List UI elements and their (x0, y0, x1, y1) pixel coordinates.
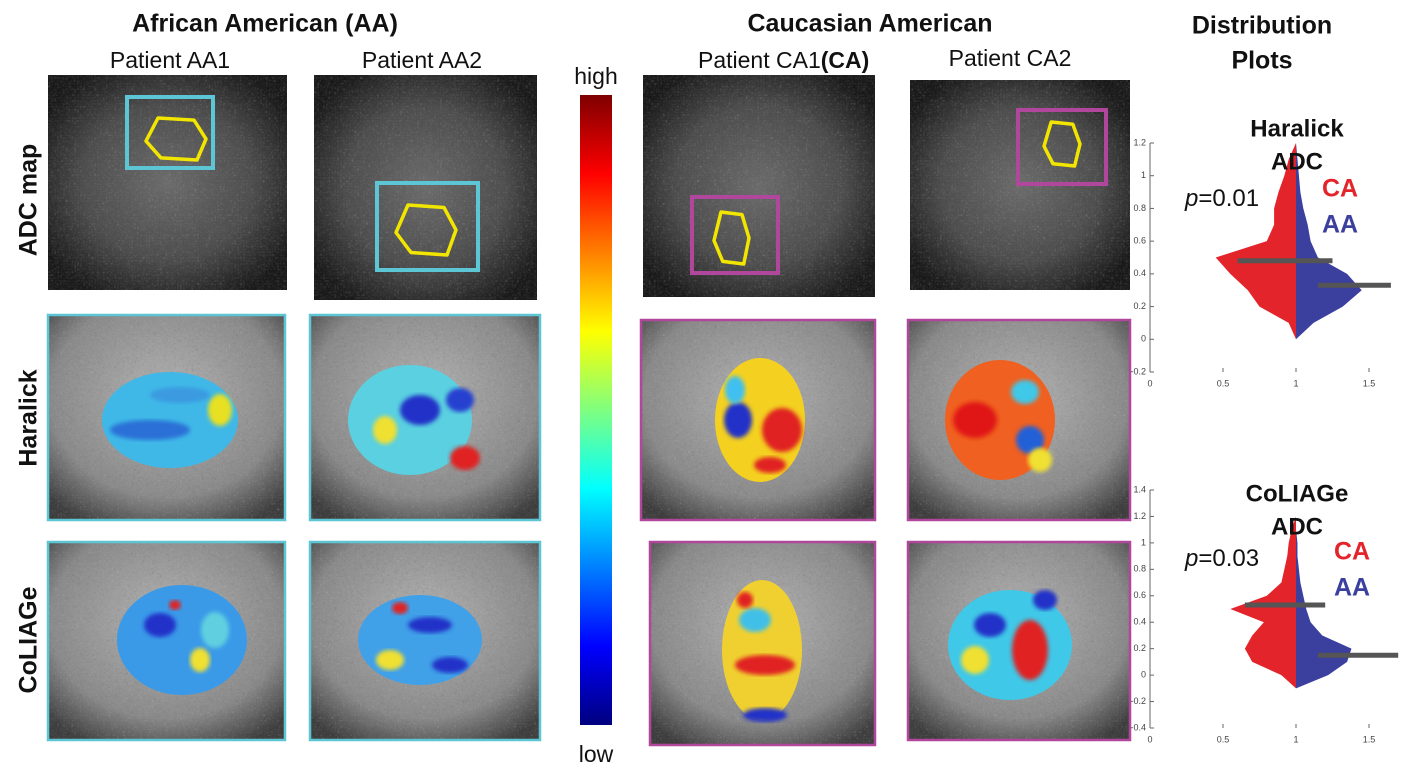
y-tick-label: 0 (1141, 334, 1146, 344)
mri-texture (314, 75, 537, 300)
heatmap-patch (1012, 620, 1048, 680)
y-tick-label: 0.6 (1133, 590, 1146, 600)
group-title: Caucasian American (747, 10, 992, 38)
patient-label: Patient AA2 (362, 47, 482, 73)
legend-label: AA (1334, 574, 1370, 602)
p-value: p=0.03 (1184, 545, 1259, 572)
y-tick-label: -0.2 (1130, 366, 1146, 376)
plots-title: Plots (1231, 47, 1292, 75)
heatmap-patch (144, 613, 176, 637)
heatmap-patch (961, 646, 989, 674)
p-symbol: p (1184, 545, 1198, 572)
heatmap-patch (743, 708, 787, 722)
heatmap-patch (735, 655, 795, 675)
heatmap-patch (169, 600, 181, 610)
y-tick-label: 1.4 (1133, 484, 1146, 494)
heatmap-patch (754, 457, 786, 473)
heatmap-patch (739, 608, 771, 632)
y-tick-label: 0.2 (1133, 301, 1146, 311)
y-tick-label: 1 (1141, 537, 1146, 547)
y-tick-label: 0.2 (1133, 643, 1146, 653)
heatmap-patch (373, 416, 397, 444)
heatmap-patch (724, 402, 752, 438)
plot-title: ADC (1271, 148, 1323, 175)
heatmap-patch (376, 650, 404, 670)
heatmap-patch (150, 387, 210, 403)
p-number: =0.01 (1198, 185, 1259, 212)
patient-label: Patient CA2 (949, 45, 1072, 71)
p-number: =0.03 (1198, 545, 1259, 572)
heatmap-patch (392, 602, 408, 614)
x-tick-label: 0 (1147, 734, 1152, 744)
x-tick-label: 1.5 (1363, 378, 1376, 388)
colorbar (580, 95, 612, 725)
legend-label: CA (1322, 175, 1358, 203)
patient-label-text: Patient CA1 (698, 47, 821, 73)
heatmap-patch (762, 408, 802, 452)
figure: African American (AA) Caucasian American… (0, 0, 1404, 769)
plot-title: Haralick (1250, 115, 1344, 142)
colorbar-low: low (579, 741, 614, 767)
plots-title: Distribution (1192, 12, 1332, 40)
heatmap-patch (1033, 590, 1057, 610)
heatmap-patch (201, 612, 229, 648)
legend-label: CA (1334, 538, 1370, 566)
y-tick-label: 0.6 (1133, 236, 1146, 246)
x-tick-label: 1 (1293, 378, 1298, 388)
group-title: African American (AA) (132, 10, 398, 38)
x-tick-label: 0.5 (1217, 378, 1230, 388)
heatmap-patch (190, 648, 210, 672)
heatmap-region (722, 580, 802, 720)
mri-texture (643, 75, 875, 297)
row-label: ADC map (15, 144, 43, 257)
y-tick-label: -0.2 (1130, 696, 1146, 706)
heatmap-region (358, 595, 482, 685)
heatmap-patch (450, 446, 480, 470)
heatmap-patch (953, 402, 997, 438)
x-tick-label: 1.5 (1363, 734, 1376, 744)
x-tick-label: 0.5 (1217, 734, 1230, 744)
distribution-plots: -0.200.20.40.60.811.200.511.5CAAAHaralic… (1130, 115, 1398, 744)
heatmap-patch (432, 657, 468, 673)
heatmap-patch (1028, 448, 1052, 472)
x-tick-label: 1 (1293, 734, 1298, 744)
y-tick-label: 0.4 (1133, 617, 1146, 627)
heatmap-patch (408, 617, 452, 633)
row-label: Haralick (15, 369, 43, 466)
y-tick-label: 1.2 (1133, 511, 1146, 521)
y-tick-label: 0.8 (1133, 564, 1146, 574)
y-tick-label: -0.4 (1130, 722, 1146, 732)
row-label: CoLIAGe (15, 586, 43, 693)
patient-tag: (CA) (821, 47, 870, 73)
colorbar-high: high (574, 63, 617, 89)
mri-texture (48, 75, 287, 290)
legend-label: AA (1322, 211, 1358, 239)
x-tick-label: 0 (1147, 378, 1152, 388)
y-tick-label: 0.4 (1133, 268, 1146, 278)
heatmap-patch (208, 394, 232, 426)
y-tick-label: 0 (1141, 669, 1146, 679)
plot-title: CoLIAGe (1246, 480, 1349, 507)
violin-half (1230, 516, 1296, 688)
heatmap-patch (446, 388, 474, 412)
p-value: p=0.01 (1184, 185, 1259, 212)
heatmap-patch (110, 420, 190, 440)
heatmap-patch (400, 395, 440, 425)
y-tick-label: 1 (1141, 170, 1146, 180)
plot-title: ADC (1271, 513, 1323, 540)
patient-label: Patient CA1(CA) (698, 47, 869, 73)
heatmap-patch (725, 376, 745, 404)
patient-label: Patient AA1 (110, 47, 230, 73)
heatmap-patch (737, 592, 753, 608)
y-tick-label: 0.8 (1133, 203, 1146, 213)
y-tick-label: 1.2 (1133, 137, 1146, 147)
heatmap-region (117, 585, 247, 695)
heatmap-patch (1011, 380, 1039, 404)
heatmap-patch (974, 613, 1006, 637)
p-symbol: p (1184, 185, 1198, 212)
